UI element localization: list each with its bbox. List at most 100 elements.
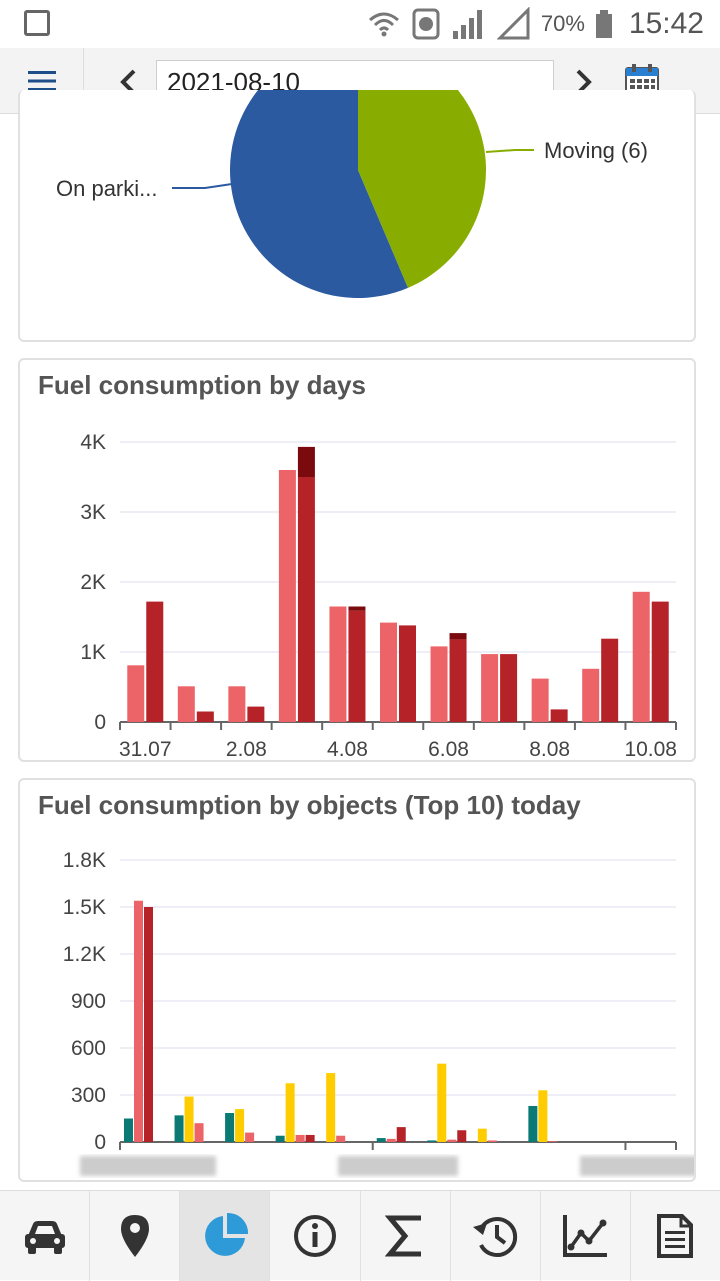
bar-series-2[interactable]: [247, 706, 265, 722]
object-bar[interactable]: [437, 1063, 447, 1142]
bar-series-1[interactable]: [632, 591, 650, 722]
object-bar[interactable]: [548, 1141, 558, 1142]
prev-date-button[interactable]: [108, 60, 148, 104]
bar-series-2[interactable]: [500, 654, 518, 722]
tab-reports-chart[interactable]: [541, 1191, 631, 1281]
y-tick-label: 900: [71, 990, 106, 1013]
obscured-label-3: [580, 1156, 694, 1176]
bar-series-2[interactable]: [297, 477, 315, 722]
bar-series-1[interactable]: [481, 654, 499, 722]
bar-series-2[interactable]: [146, 601, 164, 722]
pie-label-parking: On parki...: [56, 176, 157, 201]
bar-series-2[interactable]: [399, 625, 416, 722]
tab-map[interactable]: [90, 1191, 181, 1281]
moving-leader-line: [485, 149, 534, 153]
y-tick-label: 600: [71, 1037, 106, 1060]
bar-series-1[interactable]: [380, 622, 397, 722]
bar-series-2[interactable]: [449, 639, 467, 722]
bar-series-1[interactable]: [177, 686, 195, 722]
battery-percent: 70%: [540, 11, 585, 36]
object-bar[interactable]: [326, 1073, 336, 1142]
object-bar[interactable]: [477, 1128, 487, 1142]
object-bar[interactable]: [376, 1138, 386, 1142]
object-bar[interactable]: [427, 1140, 437, 1142]
obscured-object-labels: [80, 1156, 694, 1176]
object-bar[interactable]: [538, 1090, 548, 1142]
x-tick-label: 8.08: [529, 738, 570, 761]
object-bar[interactable]: [285, 1083, 295, 1142]
tab-summary[interactable]: [361, 1191, 451, 1281]
object-bar[interactable]: [487, 1140, 497, 1142]
object-bar[interactable]: [225, 1113, 235, 1142]
bar-series-1[interactable]: [329, 606, 347, 723]
bar-series-2[interactable]: [348, 610, 366, 722]
object-bar[interactable]: [386, 1138, 396, 1142]
obscured-label-2: [338, 1156, 458, 1176]
fuel-by-objects-card: Fuel consumption by objects (Top 10) tod…: [18, 778, 696, 1182]
y-tick-label: 4K: [80, 431, 106, 454]
tab-info[interactable]: [270, 1191, 361, 1281]
fuel-objects-title: Fuel consumption by objects (Top 10) tod…: [38, 790, 581, 820]
pie-slice-moving[interactable]: [358, 90, 486, 288]
bar-series-2[interactable]: [601, 638, 619, 722]
object-bar[interactable]: [134, 900, 143, 1142]
bar-series-1[interactable]: [582, 668, 600, 722]
car-icon: [24, 1221, 65, 1254]
tab-dashboard[interactable]: [180, 1191, 271, 1281]
status-pie-chart: On parki... Moving (6): [56, 90, 648, 298]
object-bar[interactable]: [336, 1135, 346, 1142]
object-bar[interactable]: [245, 1132, 255, 1142]
status-icons: 70% 15:42: [367, 6, 704, 42]
y-tick-label: 300: [71, 1084, 106, 1107]
chevron-left-icon: [120, 69, 136, 95]
object-bar[interactable]: [528, 1105, 538, 1142]
object-bar[interactable]: [174, 1115, 184, 1142]
bar-series-2[interactable]: [196, 711, 214, 723]
info-icon: [293, 1215, 336, 1257]
obscured-label-1: [80, 1156, 216, 1176]
x-tick-label: 2.08: [226, 738, 267, 761]
menu-button[interactable]: [0, 48, 84, 114]
y-tick-label: 1.8K: [63, 849, 106, 872]
y-tick-label: 1.2K: [63, 943, 106, 966]
y-tick-label: 0: [94, 711, 106, 734]
bar-series-1[interactable]: [228, 686, 246, 722]
y-tick-label: 2K: [80, 571, 106, 594]
object-bar[interactable]: [396, 1127, 406, 1142]
line-chart-icon: [563, 1215, 608, 1257]
battery-icon: [595, 10, 612, 38]
object-bar[interactable]: [447, 1139, 457, 1142]
object-bar[interactable]: [144, 907, 153, 1142]
sigma-icon: [385, 1215, 422, 1257]
tab-objects[interactable]: [0, 1191, 91, 1281]
pie-chart-icon: [204, 1212, 248, 1256]
pie-slice-parking[interactable]: [230, 90, 409, 298]
wifi-icon: [368, 12, 399, 37]
object-bar[interactable]: [457, 1130, 467, 1142]
object-bar[interactable]: [124, 1118, 133, 1143]
tab-reports[interactable]: [631, 1191, 720, 1281]
report-icon: [657, 1214, 694, 1258]
tab-history[interactable]: [451, 1191, 541, 1281]
bar-series-3[interactable]: [297, 446, 315, 477]
bar-series-1[interactable]: [278, 470, 296, 722]
pie-label-moving: Moving (6): [544, 138, 648, 163]
object-bar[interactable]: [295, 1134, 305, 1142]
object-bar[interactable]: [305, 1134, 315, 1142]
object-bar[interactable]: [275, 1135, 285, 1142]
bar-series-2[interactable]: [651, 601, 669, 722]
bar-series-3[interactable]: [348, 606, 366, 611]
bottom-tab-bar: [0, 1190, 720, 1281]
bar-series-1[interactable]: [127, 665, 145, 722]
bar-series-1[interactable]: [430, 646, 448, 722]
object-bar[interactable]: [235, 1109, 245, 1142]
next-date-button[interactable]: [564, 60, 604, 104]
history-icon: [473, 1217, 518, 1257]
object-bar[interactable]: [184, 1096, 194, 1142]
bar-series-2[interactable]: [550, 709, 568, 722]
object-bar[interactable]: [194, 1123, 204, 1142]
chevron-right-icon: [576, 69, 592, 95]
bar-series-3[interactable]: [449, 633, 467, 640]
bar-series-1[interactable]: [531, 678, 549, 722]
x-tick-label: 10.08: [624, 738, 677, 761]
